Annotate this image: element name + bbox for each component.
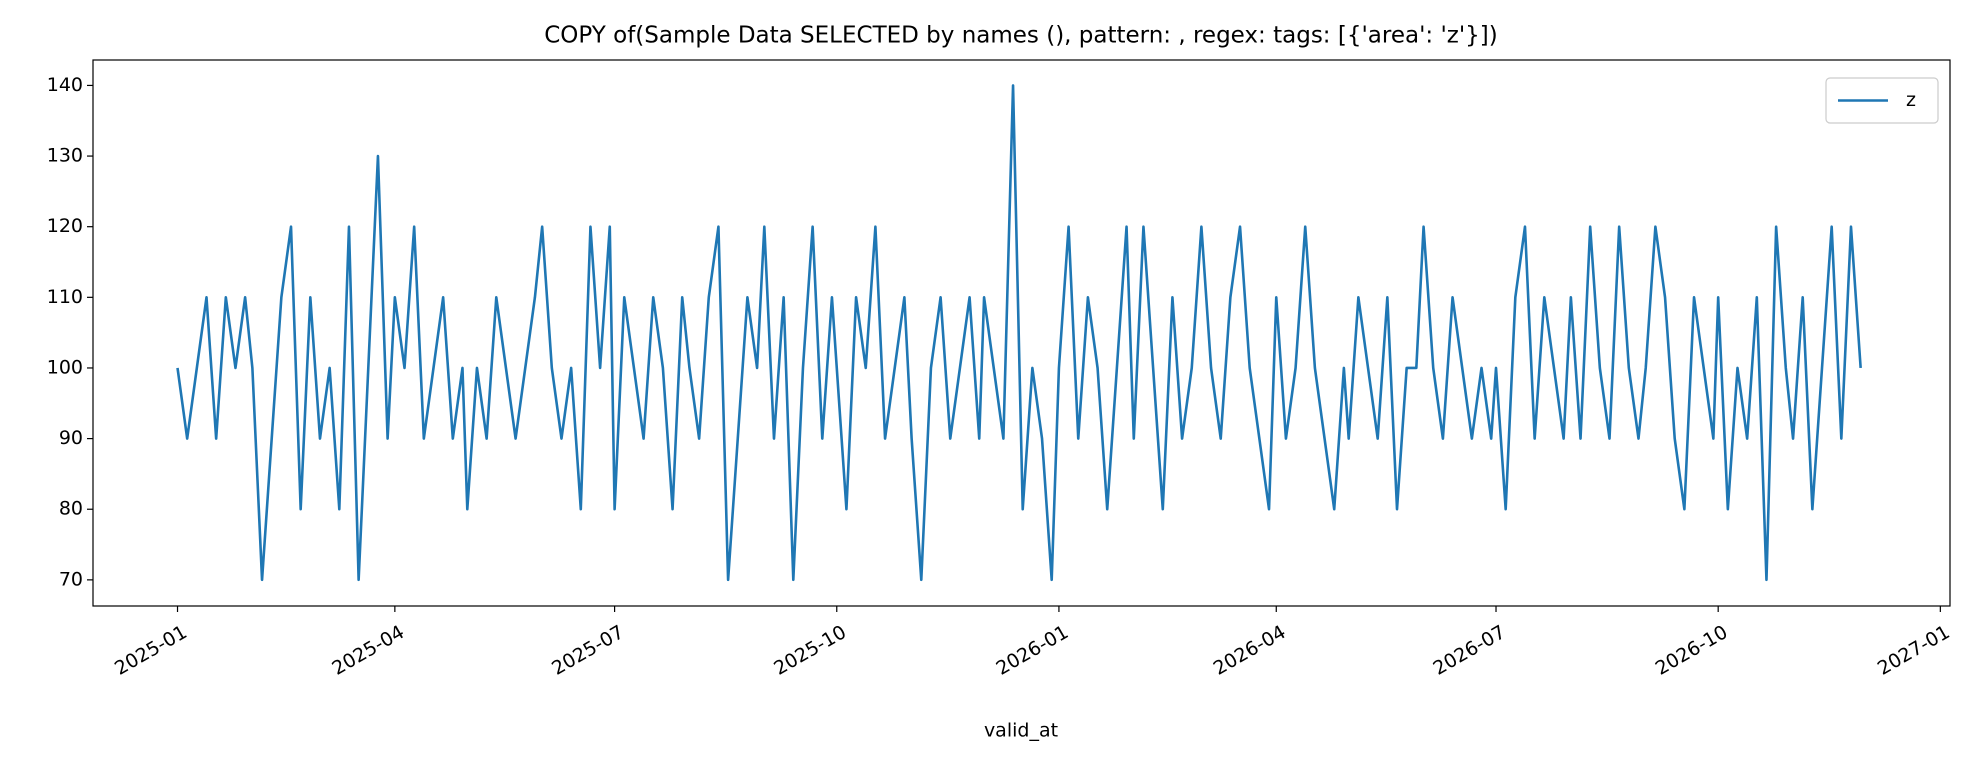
plot-frame <box>92 59 1951 607</box>
y-tick-label: 90 <box>59 427 83 449</box>
legend: z <box>1825 77 1939 124</box>
line-series <box>176 84 1862 582</box>
y-tick-label: 70 <box>59 568 83 590</box>
y-tick-label: 100 <box>47 356 83 378</box>
y-tick-label: 120 <box>47 215 83 237</box>
y-tick-label: 110 <box>47 286 83 308</box>
y-tick-label: 140 <box>47 74 83 96</box>
y-tick-label: 80 <box>59 498 83 520</box>
legend-label: z <box>1906 89 1916 111</box>
chart-title: COPY of(Sample Data SELECTED by names ()… <box>544 23 1498 49</box>
y-tick-label: 130 <box>47 145 83 167</box>
x-axis-label: valid_at <box>984 720 1058 742</box>
